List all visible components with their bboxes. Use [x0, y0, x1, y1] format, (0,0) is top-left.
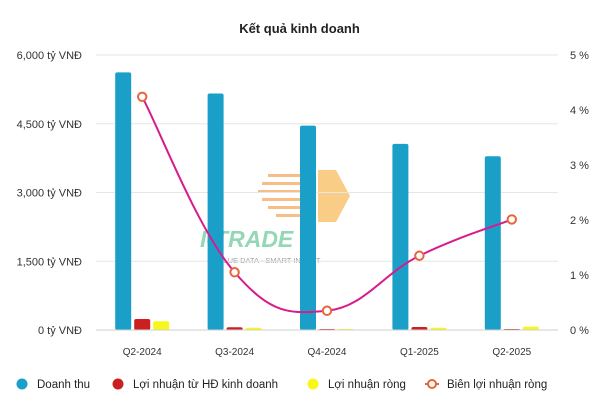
watermark-tagline: VALUE DATA - SMART INVEST [214, 256, 321, 265]
bar [115, 72, 132, 331]
legend-marker [427, 379, 437, 389]
margin-line-path [141, 96, 513, 314]
legend-label: Lợi nhuận ròng [328, 379, 406, 391]
bar [207, 93, 224, 330]
y-right-tick-label: 3 % [570, 160, 589, 172]
y-left-tick-label: 6,000 tỷ VNĐ [17, 50, 82, 62]
x-tick-label: Q3-2024 [215, 347, 254, 358]
x-tick-label: Q4-2024 [308, 347, 347, 358]
bar [153, 321, 170, 330]
y-right-tick-label: 2 % [570, 215, 589, 227]
bar [245, 327, 262, 330]
y-left-tick-label: 0 tỷ VNĐ [38, 325, 82, 337]
y-left-tick-label: 4,500 tỷ VNĐ [17, 119, 82, 131]
legend-marker [16, 378, 28, 390]
grid-lines [96, 54, 558, 331]
bars [115, 72, 539, 331]
y-left-tick-label: 3,000 tỷ VNĐ [17, 188, 82, 200]
margin-point [229, 267, 240, 278]
legend-label: Lợi nhuận từ HĐ kinh doanh [133, 379, 278, 391]
legend-label: Biên lợi nhuận ròng [447, 379, 547, 391]
x-axis: Q2-2024 Q3-2024 Q4-2024 Q1-2025 Q2-2025 [96, 329, 558, 358]
legend-marker [112, 378, 124, 390]
legend: Doanh thu Lợi nhuận từ HĐ kinh doanh Lợi n… [16, 378, 547, 391]
y-axis-left: 0 tỷ VNĐ 1,500 tỷ VNĐ 3,000 tỷ VNĐ 4,500 tỷ… [17, 50, 82, 337]
y-right-tick-label: 0 % [570, 325, 589, 337]
watermark-chevron [318, 170, 350, 222]
y-axis-right: 0 % 1 % 2 % 3 % 4 % 5 % [570, 50, 589, 337]
margin-point [414, 250, 425, 261]
margin-point [506, 214, 517, 225]
bar [522, 326, 539, 330]
bar [392, 143, 409, 330]
x-tick-label: Q2-2024 [123, 347, 162, 358]
y-right-tick-label: 5 % [570, 50, 589, 62]
legend-marker [307, 378, 319, 390]
bar [411, 327, 428, 330]
bar [226, 327, 243, 330]
x-tick-label: Q1-2025 [400, 347, 439, 358]
y-right-tick-label: 1 % [570, 270, 589, 282]
margin-point [321, 305, 333, 316]
bar [134, 319, 151, 330]
chart-title: Kết quả kinh doanh [239, 21, 360, 36]
legend-label: Doanh thu [37, 379, 90, 391]
bar [484, 156, 501, 330]
y-left-tick-label: 1,500 tỷ VNĐ [17, 256, 82, 268]
y-right-tick-label: 4 % [570, 105, 589, 117]
bar [300, 125, 316, 330]
margin-line [137, 91, 517, 316]
x-tick-label: Q2-2025 [492, 347, 531, 358]
bar [430, 327, 447, 330]
watermark-stripes [258, 174, 308, 217]
margin-point [137, 91, 148, 103]
